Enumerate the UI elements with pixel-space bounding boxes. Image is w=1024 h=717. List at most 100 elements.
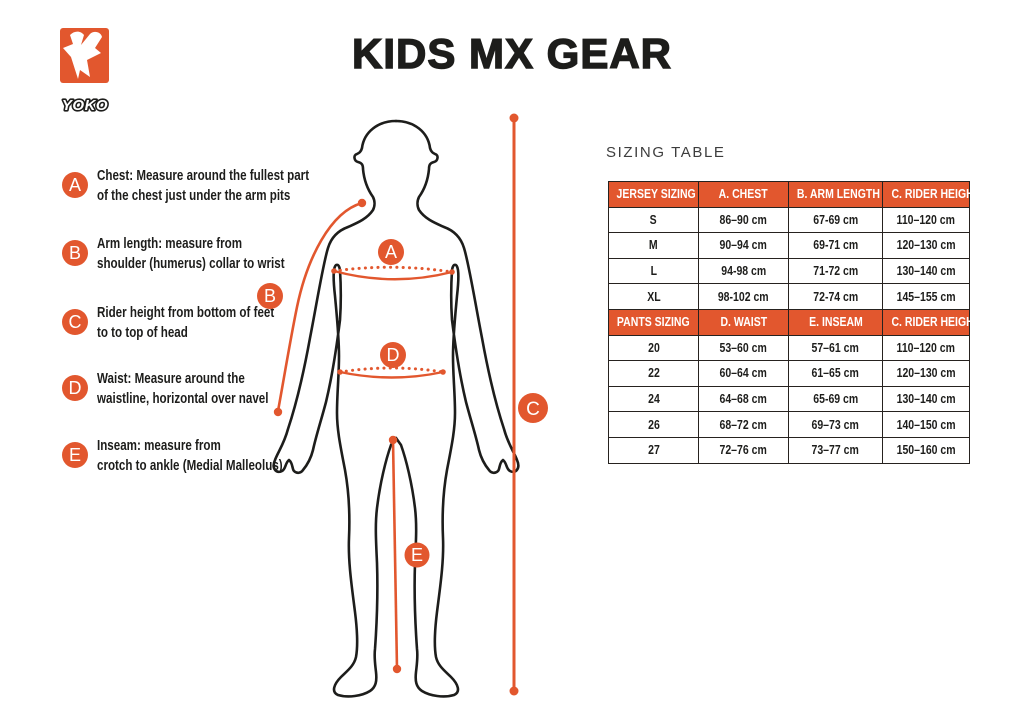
marker-letter: A xyxy=(385,242,397,262)
size-cell: 145–155 cm xyxy=(882,283,970,310)
annotation-line: Inseam: measure from xyxy=(97,438,221,454)
jersey-header-row: JERSEY SIZING A. CHEST B. ARM LENGTH C. RID… xyxy=(608,181,980,208)
size-cell: 71-72 cm xyxy=(788,257,883,285)
annotation-line: shoulder (humerus) collar to wrist xyxy=(97,255,285,272)
size-cell: 130–140 cm xyxy=(882,257,970,285)
chest-tape-front-line xyxy=(333,269,453,281)
annotation-text: Waist: Measure around the waistline, hor… xyxy=(97,370,268,409)
annotation-text: Arm length: measure from shoulder (humer… xyxy=(97,235,285,274)
annotation-line: to to top of head xyxy=(97,324,188,341)
size-cell: 60–64 cm xyxy=(698,360,789,387)
marker-b: B xyxy=(257,283,283,309)
size-cell: 20 xyxy=(608,334,699,362)
letter-badge-b: B xyxy=(62,240,88,266)
annotation-line: crotch to ankle (Medial Malleolus) xyxy=(97,457,283,474)
size-cell: 67-69 cm xyxy=(788,206,883,234)
annotation-line: waistline, horizontal over navel xyxy=(97,390,269,407)
pants-size-row: 20 53–60 cm 57–61 cm 110–120 cm xyxy=(608,334,970,362)
column-header-cell: B. ARM LENGTH xyxy=(788,181,883,208)
size-cell: 150–160 cm xyxy=(882,436,970,464)
chest-tape-back-line xyxy=(332,265,454,274)
size-cell: 61–65 cm xyxy=(788,360,883,387)
annotation-item-rider-height: C Rider height from bottom of feet to to… xyxy=(62,305,302,341)
jersey-size-row: XL 98-102 cm 72-74 cm 145–155 cm xyxy=(608,283,970,310)
size-cell: 24 xyxy=(608,385,699,413)
size-cell: 130–140 cm xyxy=(882,385,970,413)
size-cell: 120–130 cm xyxy=(882,360,970,387)
size-cell: 69–73 cm xyxy=(788,411,883,438)
letter-badge-d: D xyxy=(62,375,88,401)
pants-size-row: 27 72–76 cm 73–77 cm 150–160 cm xyxy=(608,436,970,464)
size-cell: 22 xyxy=(608,360,699,387)
marker-d: D xyxy=(380,342,406,368)
pants-size-row: 22 60–64 cm 61–65 cm 120–130 cm xyxy=(608,360,970,387)
annotation-text: Inseam: measure from crotch to ankle (Me… xyxy=(97,437,283,476)
annotation-line: Waist: Measure around the xyxy=(97,371,245,387)
pants-size-row: 26 68–72 cm 69–73 cm 140–150 cm xyxy=(608,411,970,438)
column-header-cell: JERSEY SIZING xyxy=(608,181,699,208)
marker-letter: D xyxy=(387,345,400,365)
brand-logo-icon: YOKO xyxy=(60,28,109,116)
marker-letter: E xyxy=(411,545,423,565)
size-cell: 140–150 cm xyxy=(882,411,970,438)
letter-badge-e: E xyxy=(62,442,88,468)
marker-c: C xyxy=(518,393,548,423)
marker-letter: B xyxy=(264,286,276,306)
column-header-cell: C. RIDER HEIGHT xyxy=(882,181,980,208)
size-cell: M xyxy=(608,232,699,259)
jersey-size-row: M 90–94 cm 69-71 cm 120–130 cm xyxy=(608,232,970,259)
annotation-item-waist: D Waist: Measure around the waistline, h… xyxy=(62,371,302,407)
letter-badge-c: C xyxy=(62,309,88,335)
page-title: KIDS MX GEAR xyxy=(351,29,673,77)
size-cell: 72-74 cm xyxy=(788,283,883,310)
size-cell: 68–72 cm xyxy=(698,411,789,438)
jersey-size-row: L 94-98 cm 71-72 cm 130–140 cm xyxy=(608,257,970,285)
size-cell: L xyxy=(608,257,699,285)
annotation-line: of the chest just under the arm pits xyxy=(97,187,291,204)
annotation-item-arm-length: B Arm length: measure from shoulder (hum… xyxy=(62,236,302,272)
size-cell: XL xyxy=(608,283,699,310)
column-header-cell: C. RIDER HEIGHT xyxy=(882,308,980,336)
measure-lines xyxy=(276,118,516,691)
logo-y-glyph-icon xyxy=(63,31,102,79)
marker-e: E xyxy=(404,542,430,568)
size-cell: 90–94 cm xyxy=(698,232,789,259)
measure-end-dots xyxy=(273,113,519,696)
diagram-markers: A B C D E xyxy=(257,239,548,568)
column-header-cell: E. INSEAM xyxy=(788,308,883,336)
marker-letter: C xyxy=(526,399,540,420)
body-outline xyxy=(272,119,520,698)
arm-length-line xyxy=(276,201,363,412)
annotation-text: Chest: Measure around the fullest part o… xyxy=(97,167,309,206)
size-cell: 120–130 cm xyxy=(882,232,970,259)
column-header-cell: PANTS SIZING xyxy=(608,308,699,336)
brand-wordmark: YOKO xyxy=(62,97,108,114)
size-cell: 110–120 cm xyxy=(882,206,970,234)
size-cell: 73–77 cm xyxy=(788,436,883,464)
sizing-table-label: SIZING TABLE xyxy=(606,144,726,161)
annotation-line: Chest: Measure around the fullest part xyxy=(97,168,310,184)
size-cell: 57–61 cm xyxy=(788,334,883,362)
sizing-table: JERSEY SIZING A. CHEST B. ARM LENGTH C. RID… xyxy=(608,181,980,464)
size-cell: 69-71 cm xyxy=(788,232,883,259)
size-cell: 98-102 cm xyxy=(698,283,789,310)
size-cell: 64–68 cm xyxy=(698,385,789,413)
size-cell: 26 xyxy=(608,411,699,438)
annotation-text: Rider height from bottom of feet to to t… xyxy=(97,304,274,343)
annotation-line: Arm length: measure from xyxy=(97,236,243,252)
size-cell: 65-69 cm xyxy=(788,385,883,413)
inseam-line xyxy=(391,439,399,670)
size-cell: 86–90 cm xyxy=(698,206,789,234)
waist-tape-back-line xyxy=(338,366,445,374)
size-cell: 94-98 cm xyxy=(698,257,789,285)
annotation-item-inseam: E Inseam: measure from crotch to ankle (… xyxy=(62,438,302,474)
size-cell: 72–76 cm xyxy=(698,436,789,464)
annotation-line: Rider height from bottom of feet xyxy=(97,305,275,321)
size-cell: S xyxy=(608,206,699,234)
size-cell: 110–120 cm xyxy=(882,334,970,362)
pants-size-row: 24 64–68 cm 65-69 cm 130–140 cm xyxy=(608,385,970,413)
letter-badge-a: A xyxy=(62,172,88,198)
body-measurement-diagram: A B C D E xyxy=(257,113,548,698)
pants-header-row: PANTS SIZING D. WAIST E. INSEAM C. RIDER HE… xyxy=(608,308,980,336)
